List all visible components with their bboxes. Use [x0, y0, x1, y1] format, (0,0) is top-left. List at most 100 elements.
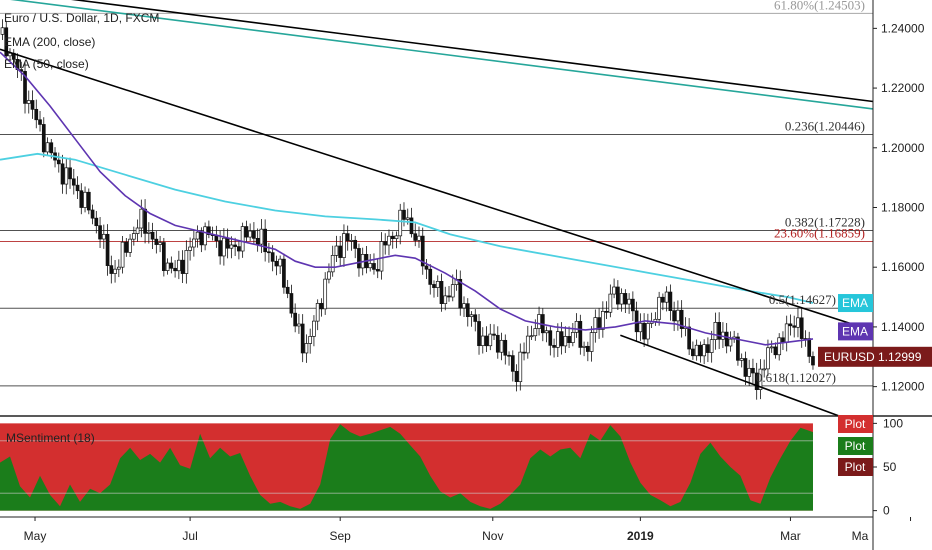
candle-body — [38, 119, 42, 125]
candle-body — [312, 320, 316, 337]
candle-body — [807, 338, 812, 357]
candle-body — [345, 233, 350, 242]
plot-axis-tag-label: Plot — [845, 439, 866, 453]
candle-body — [548, 330, 553, 346]
candle-body — [533, 328, 538, 337]
time-tick-label: Ma — [852, 529, 869, 543]
candle-body — [71, 178, 76, 186]
candle-body — [188, 246, 192, 251]
fib-label: 61.80%(1.24503) — [774, 0, 865, 12]
candle-body — [773, 346, 778, 356]
candle-body — [627, 298, 631, 305]
candle-body — [428, 268, 433, 285]
candle-body — [657, 296, 661, 320]
indicator-pane[interactable]: MSentiment (18) — [0, 423, 813, 511]
candle-body — [619, 293, 624, 305]
candle-body — [26, 100, 31, 104]
candle-body — [593, 317, 598, 333]
candle-body — [788, 323, 793, 327]
candle-body — [668, 291, 673, 312]
candle-body — [105, 233, 110, 266]
candle-body — [0, 27, 5, 35]
candle-body — [420, 235, 425, 267]
candle-body — [177, 259, 181, 272]
candle-body — [289, 293, 294, 314]
candle-body — [173, 267, 177, 272]
candle-body — [34, 108, 39, 121]
ema-50-line — [0, 51, 814, 346]
candle-body — [544, 330, 549, 334]
trendline[interactable] — [620, 334, 841, 418]
candle-body — [777, 337, 782, 356]
time-tick-label: 2019 — [627, 529, 654, 543]
candle-body — [769, 346, 774, 349]
fib-label: 0.382(1.17228) — [785, 215, 865, 230]
time-axis[interactable]: May Jul Sep Nov 2019 Mar Ma — [0, 516, 912, 543]
candle-body — [315, 303, 320, 322]
candle-body — [113, 268, 117, 274]
candle-body — [676, 309, 680, 322]
sentiment-tick-label: 50 — [883, 460, 897, 474]
candle-body — [432, 284, 436, 288]
candle-body — [240, 226, 245, 252]
candle-body — [41, 124, 46, 153]
candle-body — [600, 310, 605, 330]
ema-axis-tag-label: EMA — [842, 324, 868, 338]
trendline[interactable] — [0, 0, 874, 103]
candle-body — [101, 233, 106, 240]
fib-label: 23.60%(1.16859) — [774, 226, 865, 241]
time-tick-label: Nov — [482, 529, 503, 543]
candle-body — [623, 293, 628, 305]
symbol-tag-label: EURUSD — [824, 350, 875, 364]
candle-body — [409, 217, 414, 235]
candle-body — [484, 335, 489, 347]
trendline[interactable] — [0, 0, 874, 110]
ema-axis-tag — [838, 322, 873, 341]
candle-body — [199, 231, 204, 246]
candle-body — [439, 281, 444, 304]
candle-body — [56, 159, 61, 165]
candle-body — [229, 244, 234, 249]
candle-body — [237, 246, 241, 252]
candle-body — [285, 286, 290, 294]
candle-body — [405, 217, 410, 220]
plot-axis-tag-label: Plot — [845, 460, 866, 474]
candle-body — [120, 241, 125, 268]
candle-body — [503, 339, 508, 356]
candle-body — [766, 347, 770, 370]
candle-body — [124, 241, 129, 253]
chart-title: Euro / U.S. Dollar, 1D, FXCM — [4, 11, 159, 25]
price-pane[interactable]: 38.20%(1.25178)61.80%(1.24503)0.236(1.20… — [0, 0, 874, 418]
candle-body — [387, 235, 391, 246]
candle-body — [267, 251, 271, 254]
candle-body — [709, 339, 714, 353]
candle-body — [691, 348, 695, 357]
candle-body — [574, 320, 579, 333]
candle-body — [672, 310, 676, 322]
candle-body — [631, 298, 635, 312]
ema-axis-tag-label: EMA — [842, 296, 868, 310]
legend-ema-200: EMA (200, close) — [4, 35, 95, 49]
candle-body — [128, 238, 132, 253]
candle-body — [297, 323, 301, 327]
candle-body — [342, 233, 346, 258]
last-price-tag — [818, 346, 932, 367]
candle-body — [646, 323, 650, 340]
candle-body — [751, 367, 755, 374]
candle-body — [518, 351, 523, 383]
last-price-label: 1.12999 — [878, 350, 922, 364]
candle-body — [608, 293, 613, 313]
candle-body — [86, 191, 91, 211]
trendline[interactable] — [0, 48, 874, 332]
price-axis[interactable]: 1.24000 1.22000 1.20000 1.18000 1.16000 1.140… — [818, 0, 932, 550]
candle-body — [563, 336, 568, 347]
price-plot-area — [0, 19, 815, 400]
candle-body — [394, 235, 399, 240]
time-tick-label: Mar — [780, 529, 801, 543]
candle-body — [514, 370, 519, 383]
candle-body — [447, 295, 451, 298]
candle-body — [131, 233, 136, 240]
candle-body — [109, 265, 114, 274]
candle-body — [135, 227, 140, 234]
candle-body — [694, 344, 699, 357]
